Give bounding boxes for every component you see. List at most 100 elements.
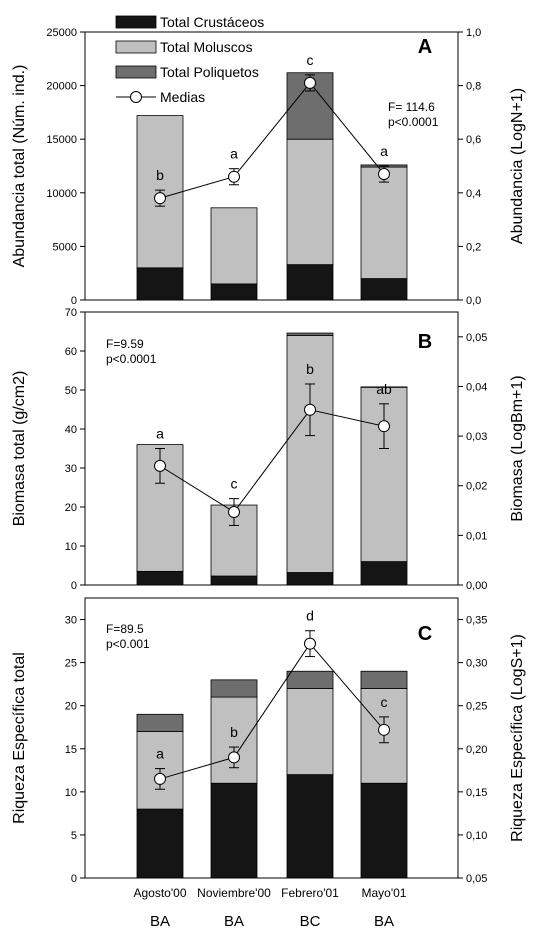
y-tick-label-right: 0,15: [466, 787, 487, 799]
bar-segment-crustaceos: [361, 562, 407, 585]
panel-b: 0102030405060700,000,010,020,030,040,05B…: [11, 307, 526, 592]
bar-segment-moluscos: [211, 697, 257, 783]
site-label: BA: [374, 913, 394, 930]
bar-segment-crustaceos: [211, 576, 257, 585]
bar-segment-moluscos: [287, 688, 333, 774]
panel-letter: C: [418, 623, 432, 645]
mean-marker: [305, 77, 316, 88]
means-line: [160, 410, 384, 512]
significance-letter: b: [156, 167, 164, 183]
stat-text: p<0.0001: [388, 115, 439, 129]
stat-text: F=9.59: [106, 337, 144, 351]
y-tick-label-left: 10: [65, 541, 77, 553]
stat-text: p<0.001: [106, 637, 150, 651]
mean-marker: [379, 421, 390, 432]
panel-letter: A: [418, 36, 432, 58]
legend-label: Total Crustáceos: [160, 14, 264, 30]
y-tick-label-right: 0,05: [466, 873, 487, 885]
mean-marker: [305, 404, 316, 415]
y-tick-label-left: 5000: [53, 241, 77, 253]
y-axis-title-left: Riqueza Específica total: [11, 652, 28, 824]
bar-segment-poliquetos: [361, 671, 407, 688]
bar-segment-crustaceos: [211, 284, 257, 300]
significance-letter: a: [230, 146, 238, 162]
y-tick-label-left: 25000: [46, 27, 77, 39]
y-tick-label-right: 0,01: [466, 530, 487, 542]
panel-letter: B: [418, 331, 432, 353]
y-tick-label-left: 0: [71, 580, 77, 592]
y-tick-label-right: 0,04: [466, 381, 487, 393]
x-category-label: Febrero'01: [281, 886, 339, 900]
y-tick-label-right: 0,00: [466, 580, 487, 592]
significance-letter: b: [230, 724, 238, 740]
y-tick-label-left: 10: [65, 787, 77, 799]
bar-segment-poliquetos: [211, 680, 257, 697]
mean-marker: [229, 752, 240, 763]
significance-letter: a: [380, 143, 388, 159]
y-tick-label-right: 0,10: [466, 830, 487, 842]
bar-segment-crustaceos: [361, 279, 407, 300]
y-tick-label-left: 25: [65, 658, 77, 670]
mean-marker: [379, 724, 390, 735]
legend-swatch-crustaceos: [116, 16, 156, 28]
y-tick-label-left: 0: [71, 873, 77, 885]
y-tick-label-left: 10000: [46, 188, 77, 200]
legend-label: Total Poliquetos: [160, 64, 259, 80]
y-tick-label-left: 30: [65, 463, 77, 475]
y-tick-label-right: 0,03: [466, 431, 487, 443]
y-tick-label-right: 1,0: [466, 27, 481, 39]
y-tick-label-right: 0,20: [466, 744, 487, 756]
y-tick-label-right: 0,8: [466, 81, 481, 93]
bar-segment-crustaceos: [211, 783, 257, 878]
mean-marker: [155, 773, 166, 784]
bar-segment-poliquetos: [287, 333, 333, 335]
x-category-label: Mayo'01: [362, 886, 407, 900]
significance-letter: c: [381, 694, 388, 710]
stat-text: F= 114.6: [388, 100, 435, 114]
significance-letter: c: [231, 476, 238, 492]
x-category-label: Noviembre'00: [197, 886, 271, 900]
stat-text: F=89.5: [106, 622, 144, 636]
panel-c: 0510152025300,050,100,150,200,250,300,35…: [11, 598, 526, 885]
means-line: [160, 644, 384, 779]
legend-marker-medias: [131, 92, 142, 103]
y-axis-title-left: Abundancia total (Núm. ind.): [11, 65, 28, 268]
y-tick-label-left: 20: [65, 502, 77, 514]
y-tick-label-left: 15: [65, 744, 77, 756]
y-tick-label-right: 0,4: [466, 188, 481, 200]
y-tick-label-left: 60: [65, 346, 77, 358]
bar-segment-crustaceos: [361, 783, 407, 878]
significance-letter: c: [307, 52, 314, 68]
site-label: BA: [224, 913, 244, 930]
bar-segment-moluscos: [287, 139, 333, 264]
significance-letter: ab: [376, 381, 392, 397]
mean-marker: [229, 171, 240, 182]
bar-segment-crustaceos: [137, 268, 183, 300]
y-axis-title-right: Riqueza Específica (LogS+1): [509, 634, 526, 842]
mean-marker: [155, 460, 166, 471]
mean-marker: [379, 169, 390, 180]
bar-segment-poliquetos: [137, 714, 183, 731]
bar-segment-crustaceos: [137, 571, 183, 585]
bar-segment-crustaceos: [287, 775, 333, 878]
mean-marker: [305, 638, 316, 649]
y-tick-label-right: 0,6: [466, 134, 481, 146]
y-axis-title-right: Abundancia (LogN+1): [509, 88, 526, 244]
y-axis-title-right: Biomasa (LogBm+1): [509, 375, 526, 521]
y-tick-label-left: 5: [71, 830, 77, 842]
y-tick-label-left: 40: [65, 424, 77, 436]
y-tick-label-left: 50: [65, 385, 77, 397]
bar-segment-crustaceos: [137, 809, 183, 878]
mean-marker: [229, 507, 240, 518]
bar-segment-poliquetos: [287, 671, 333, 688]
legend-swatch-poliquetos: [116, 66, 156, 78]
site-label: BA: [150, 913, 170, 930]
y-axis-title-left: Biomasa total (g/cm2): [11, 371, 28, 527]
x-category-label: Agosto'00: [134, 886, 187, 900]
bar-segment-moluscos: [361, 167, 407, 278]
y-tick-label-left: 20000: [46, 81, 77, 93]
significance-letter: a: [156, 746, 164, 762]
y-tick-label-right: 0,25: [466, 701, 487, 713]
